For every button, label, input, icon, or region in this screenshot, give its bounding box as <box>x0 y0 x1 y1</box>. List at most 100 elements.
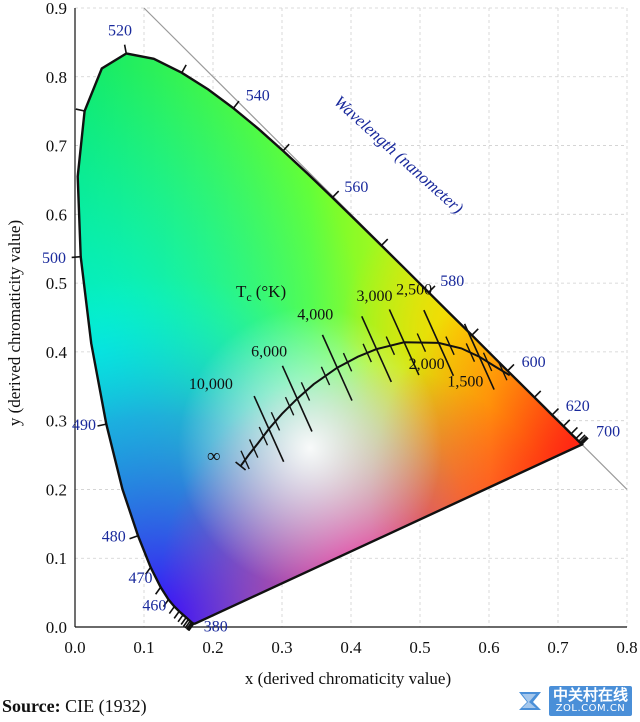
spectral-locus-outline <box>76 52 584 625</box>
x-tick-label: 0.7 <box>547 638 569 657</box>
temperature-label: ∞ <box>207 446 221 467</box>
wavelength-label: 540 <box>246 87 270 104</box>
infinity-tick <box>235 461 247 471</box>
planckian-label-unit: (°K) <box>256 282 286 301</box>
wavelength-labels: 380 460 470 480 490 500 520 540 560 580 600 620 700 <box>42 22 620 635</box>
wavelength-tick <box>129 534 139 540</box>
wavelength-tick <box>173 610 180 619</box>
isotherm-line <box>498 361 508 381</box>
wavelength-tick <box>551 408 560 416</box>
wavelength-tick <box>71 255 81 259</box>
temperature-label: 2,000 <box>409 356 445 373</box>
isotherm-line <box>416 333 427 353</box>
isotherm-line <box>388 309 420 376</box>
y-tick-label: 0.6 <box>46 205 67 224</box>
wavelength-tick <box>123 44 128 54</box>
x-tick-label: 0.4 <box>340 638 362 657</box>
wavelength-tick <box>380 238 389 247</box>
wavelength-tick <box>471 328 479 336</box>
wavelength-tick <box>182 619 190 627</box>
wavelength-label: 480 <box>102 529 126 546</box>
wavelength-tick <box>580 436 588 445</box>
isotherm-line <box>362 343 372 363</box>
y-tick-label: 0.1 <box>46 549 67 568</box>
isotherm-line <box>361 315 393 383</box>
wavelength-tick <box>154 586 162 595</box>
wavelength-tick <box>575 431 583 440</box>
planckian-label: Tc (°K) <box>236 282 286 304</box>
wavelength-tick <box>578 434 586 442</box>
x-tick-label: 0.5 <box>409 638 430 657</box>
isotherm-line <box>270 411 281 431</box>
wavelength-tick <box>168 606 176 615</box>
wavelength-label: 520 <box>108 22 132 39</box>
wavelength-label: 490 <box>72 417 96 434</box>
axes: 0.0 0.1 0.2 0.3 0.4 0.5 0.6 0.7 0.8 0.0 0.1 0.2 0.3 0… <box>46 0 638 657</box>
wavelength-label: 560 <box>344 179 368 196</box>
temperature-label: 6,000 <box>251 344 287 361</box>
wavelength-tick <box>428 285 436 293</box>
wavelength-label: 460 <box>142 597 166 614</box>
source-caption: Source: CIE (1932) <box>2 696 147 717</box>
wavelength-tick <box>144 566 152 575</box>
isotherm-line <box>300 382 311 401</box>
y-tick-label: 0.3 <box>46 412 67 431</box>
watermark-chinese: 中关村在线 <box>552 685 628 704</box>
x-tick-label: 0.2 <box>202 638 223 657</box>
wavelength-label: 620 <box>566 398 590 415</box>
zol-watermark: 中关村在线 ZOL.COM.CN <box>517 685 632 716</box>
temperature-label: 3,000 <box>357 288 393 305</box>
isotherm-line <box>321 334 353 401</box>
isotherm-lines <box>235 309 508 471</box>
isotherm-line <box>482 352 493 372</box>
wavelength-tick <box>177 614 184 623</box>
wavelength-label: 580 <box>440 273 464 290</box>
wavelength-tick <box>581 437 589 445</box>
temperature-label: 2,500 <box>396 281 432 298</box>
y-tick-label: 0.0 <box>46 618 67 637</box>
x-tick-label: 0.8 <box>616 638 637 657</box>
isotherm-line <box>240 450 250 470</box>
y-tick-label: 0.7 <box>46 137 68 156</box>
isotherm-line <box>258 426 269 446</box>
wavelength-tick <box>533 390 542 398</box>
temperature-label: 10,000 <box>189 376 233 393</box>
isotherm-line <box>342 352 353 372</box>
wavelength-label: 470 <box>129 570 153 587</box>
wavelength-tick <box>97 423 107 427</box>
x-axis-label: x (derived chromaticity value) <box>245 669 451 688</box>
temperature-label: 1,500 <box>447 374 483 391</box>
x-tick-label: 0.1 <box>133 638 154 657</box>
watermark-english: ZOL.COM.CN <box>555 702 626 714</box>
wavelength-tick <box>562 419 571 427</box>
x-tick-label: 0.6 <box>478 638 499 657</box>
isotherm-line <box>248 439 259 458</box>
planckian-label-t: T <box>236 282 247 301</box>
source-value: CIE (1932) <box>65 696 147 716</box>
wavelength-tick <box>507 363 515 372</box>
isotherm-line <box>445 336 455 356</box>
y-axis-label: y (derived chromaticity value) <box>5 220 24 426</box>
isotherm-line <box>281 365 313 432</box>
wavelength-tick <box>331 190 340 199</box>
y-tick-label: 0.4 <box>46 343 68 362</box>
wavelength-label: 600 <box>522 354 546 371</box>
wavelength-tick <box>185 621 193 630</box>
wavelength-tick <box>180 617 187 625</box>
y-tick-label: 0.2 <box>46 480 67 499</box>
wavelength-tick <box>232 100 240 109</box>
wavelength-tick <box>570 426 578 435</box>
watermark-text: 中关村在线 ZOL.COM.CN <box>548 685 632 716</box>
wavelength-tick <box>75 108 85 112</box>
zol-logo-icon <box>518 691 541 710</box>
isotherm-line <box>465 343 476 362</box>
wavelength-label: 500 <box>42 250 66 267</box>
wavelength-tick <box>162 599 170 608</box>
wavelength-label: 700 <box>596 424 620 441</box>
isotherm-line <box>423 309 455 377</box>
temperature-label: 4,000 <box>297 307 333 324</box>
isotherm-line <box>385 336 396 356</box>
isotherm-line <box>284 396 295 416</box>
